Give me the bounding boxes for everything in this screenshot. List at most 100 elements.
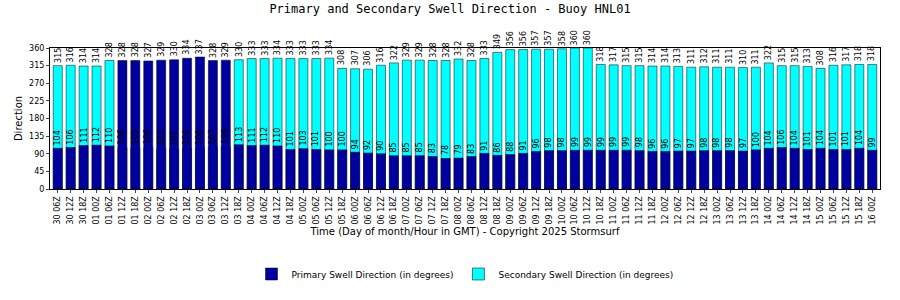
svg-text:333: 333 (299, 40, 308, 55)
svg-text:103: 103 (157, 130, 166, 145)
svg-text:316: 316 (829, 47, 838, 62)
svg-text:03 12Z: 03 12Z (221, 196, 230, 225)
svg-text:332: 332 (454, 41, 463, 56)
svg-text:96: 96 (532, 138, 541, 148)
svg-text:317: 317 (842, 46, 851, 61)
svg-text:316: 316 (376, 47, 385, 62)
svg-text:314: 314 (661, 48, 670, 63)
svg-text:102: 102 (170, 130, 179, 145)
svg-text:135: 135 (29, 132, 44, 141)
svg-text:98: 98 (725, 137, 734, 147)
svg-text:04 18Z: 04 18Z (286, 196, 295, 225)
svg-text:357: 357 (531, 31, 540, 46)
svg-text:10 12Z: 10 12Z (583, 196, 592, 225)
svg-text:100: 100 (752, 132, 761, 147)
svg-text:14 06Z: 14 06Z (777, 196, 786, 225)
svg-text:Primary and Secondary Swell Di: Primary and Secondary Swell Direction - … (269, 2, 630, 16)
svg-text:98: 98 (635, 137, 644, 147)
svg-text:322: 322 (764, 45, 773, 60)
svg-text:10 18Z: 10 18Z (596, 196, 605, 225)
svg-text:30 18Z: 30 18Z (79, 196, 88, 225)
svg-text:180: 180 (29, 114, 44, 123)
svg-text:312: 312 (700, 48, 709, 63)
svg-text:92: 92 (363, 140, 372, 150)
svg-text:333: 333 (312, 40, 321, 55)
svg-text:101: 101 (311, 131, 320, 146)
svg-text:104: 104 (816, 130, 825, 145)
svg-text:02 06Z: 02 06Z (157, 196, 166, 225)
svg-text:03 06Z: 03 06Z (209, 196, 218, 225)
svg-text:106: 106 (195, 130, 204, 145)
svg-text:06 06Z: 06 06Z (364, 196, 373, 225)
svg-text:225: 225 (29, 97, 44, 106)
svg-text:315: 315 (54, 48, 63, 63)
svg-text:360: 360 (570, 30, 579, 45)
svg-text:85: 85 (389, 142, 398, 152)
svg-text:334: 334 (273, 40, 282, 55)
svg-text:96: 96 (648, 139, 657, 149)
svg-text:318: 318 (596, 46, 605, 61)
svg-text:308: 308 (337, 50, 346, 65)
svg-text:08 12Z: 08 12Z (480, 196, 489, 225)
svg-text:12 12Z: 12 12Z (687, 196, 696, 225)
svg-text:103: 103 (299, 130, 308, 145)
svg-text:30 06Z: 30 06Z (53, 196, 62, 225)
svg-text:11 00Z: 11 00Z (609, 196, 618, 225)
svg-text:05 18Z: 05 18Z (338, 196, 347, 225)
svg-text:12 00Z: 12 00Z (661, 196, 670, 225)
svg-text:316: 316 (66, 47, 75, 62)
svg-text:01 00Z: 01 00Z (92, 196, 101, 225)
svg-text:315: 315 (778, 48, 787, 63)
svg-text:327: 327 (144, 42, 153, 57)
svg-text:30 12Z: 30 12Z (66, 196, 75, 225)
svg-text:99: 99 (609, 137, 618, 147)
svg-text:03 00Z: 03 00Z (196, 196, 205, 225)
svg-text:02 18Z: 02 18Z (183, 196, 192, 225)
svg-text:310: 310 (739, 50, 748, 65)
svg-text:311: 311 (725, 48, 734, 63)
svg-text:07 12Z: 07 12Z (428, 196, 437, 225)
svg-text:328: 328 (105, 42, 114, 57)
svg-text:14 12Z: 14 12Z (790, 196, 799, 225)
svg-text:Direction: Direction (13, 96, 24, 141)
svg-text:Time (Day of month/Hour in GMT: Time (Day of month/Hour in GMT) - Copyri… (310, 226, 620, 237)
svg-text:91: 91 (480, 141, 489, 151)
svg-text:313: 313 (673, 48, 682, 63)
svg-text:99: 99 (597, 137, 606, 147)
svg-text:318: 318 (854, 46, 863, 61)
svg-text:03 18Z: 03 18Z (234, 196, 243, 225)
svg-text:329: 329 (415, 42, 424, 57)
svg-text:107: 107 (208, 129, 217, 144)
svg-text:01 12Z: 01 12Z (118, 196, 127, 225)
svg-text:97: 97 (687, 138, 696, 148)
svg-text:356: 356 (506, 31, 515, 46)
svg-text:10 06Z: 10 06Z (570, 196, 579, 225)
svg-text:328: 328 (209, 43, 218, 58)
svg-text:97: 97 (739, 138, 748, 148)
svg-text:06 12Z: 06 12Z (377, 196, 386, 225)
svg-text:101: 101 (286, 131, 295, 146)
svg-text:360: 360 (29, 44, 44, 53)
svg-text:328: 328 (467, 42, 476, 57)
svg-text:360: 360 (583, 30, 592, 45)
svg-text:90: 90 (34, 150, 44, 159)
svg-text:05 06Z: 05 06Z (312, 196, 321, 225)
svg-text:100: 100 (325, 131, 334, 146)
svg-text:13 12Z: 13 12Z (739, 196, 748, 225)
svg-text:106: 106 (143, 129, 152, 144)
svg-text:104: 104 (790, 130, 799, 145)
svg-text:0: 0 (39, 185, 44, 194)
svg-text:78: 78 (441, 145, 450, 155)
svg-text:99: 99 (571, 137, 580, 147)
svg-text:08 18Z: 08 18Z (493, 196, 502, 225)
svg-text:113: 113 (235, 127, 244, 142)
svg-text:14 00Z: 14 00Z (764, 196, 773, 225)
svg-text:112: 112 (260, 127, 269, 142)
svg-text:333: 333 (286, 40, 295, 55)
svg-text:85: 85 (402, 142, 411, 152)
svg-text:01 18Z: 01 18Z (131, 196, 140, 225)
svg-text:83: 83 (467, 144, 476, 154)
svg-text:11 18Z: 11 18Z (648, 196, 657, 225)
svg-text:98: 98 (544, 137, 553, 147)
svg-text:16 00Z: 16 00Z (868, 196, 877, 225)
